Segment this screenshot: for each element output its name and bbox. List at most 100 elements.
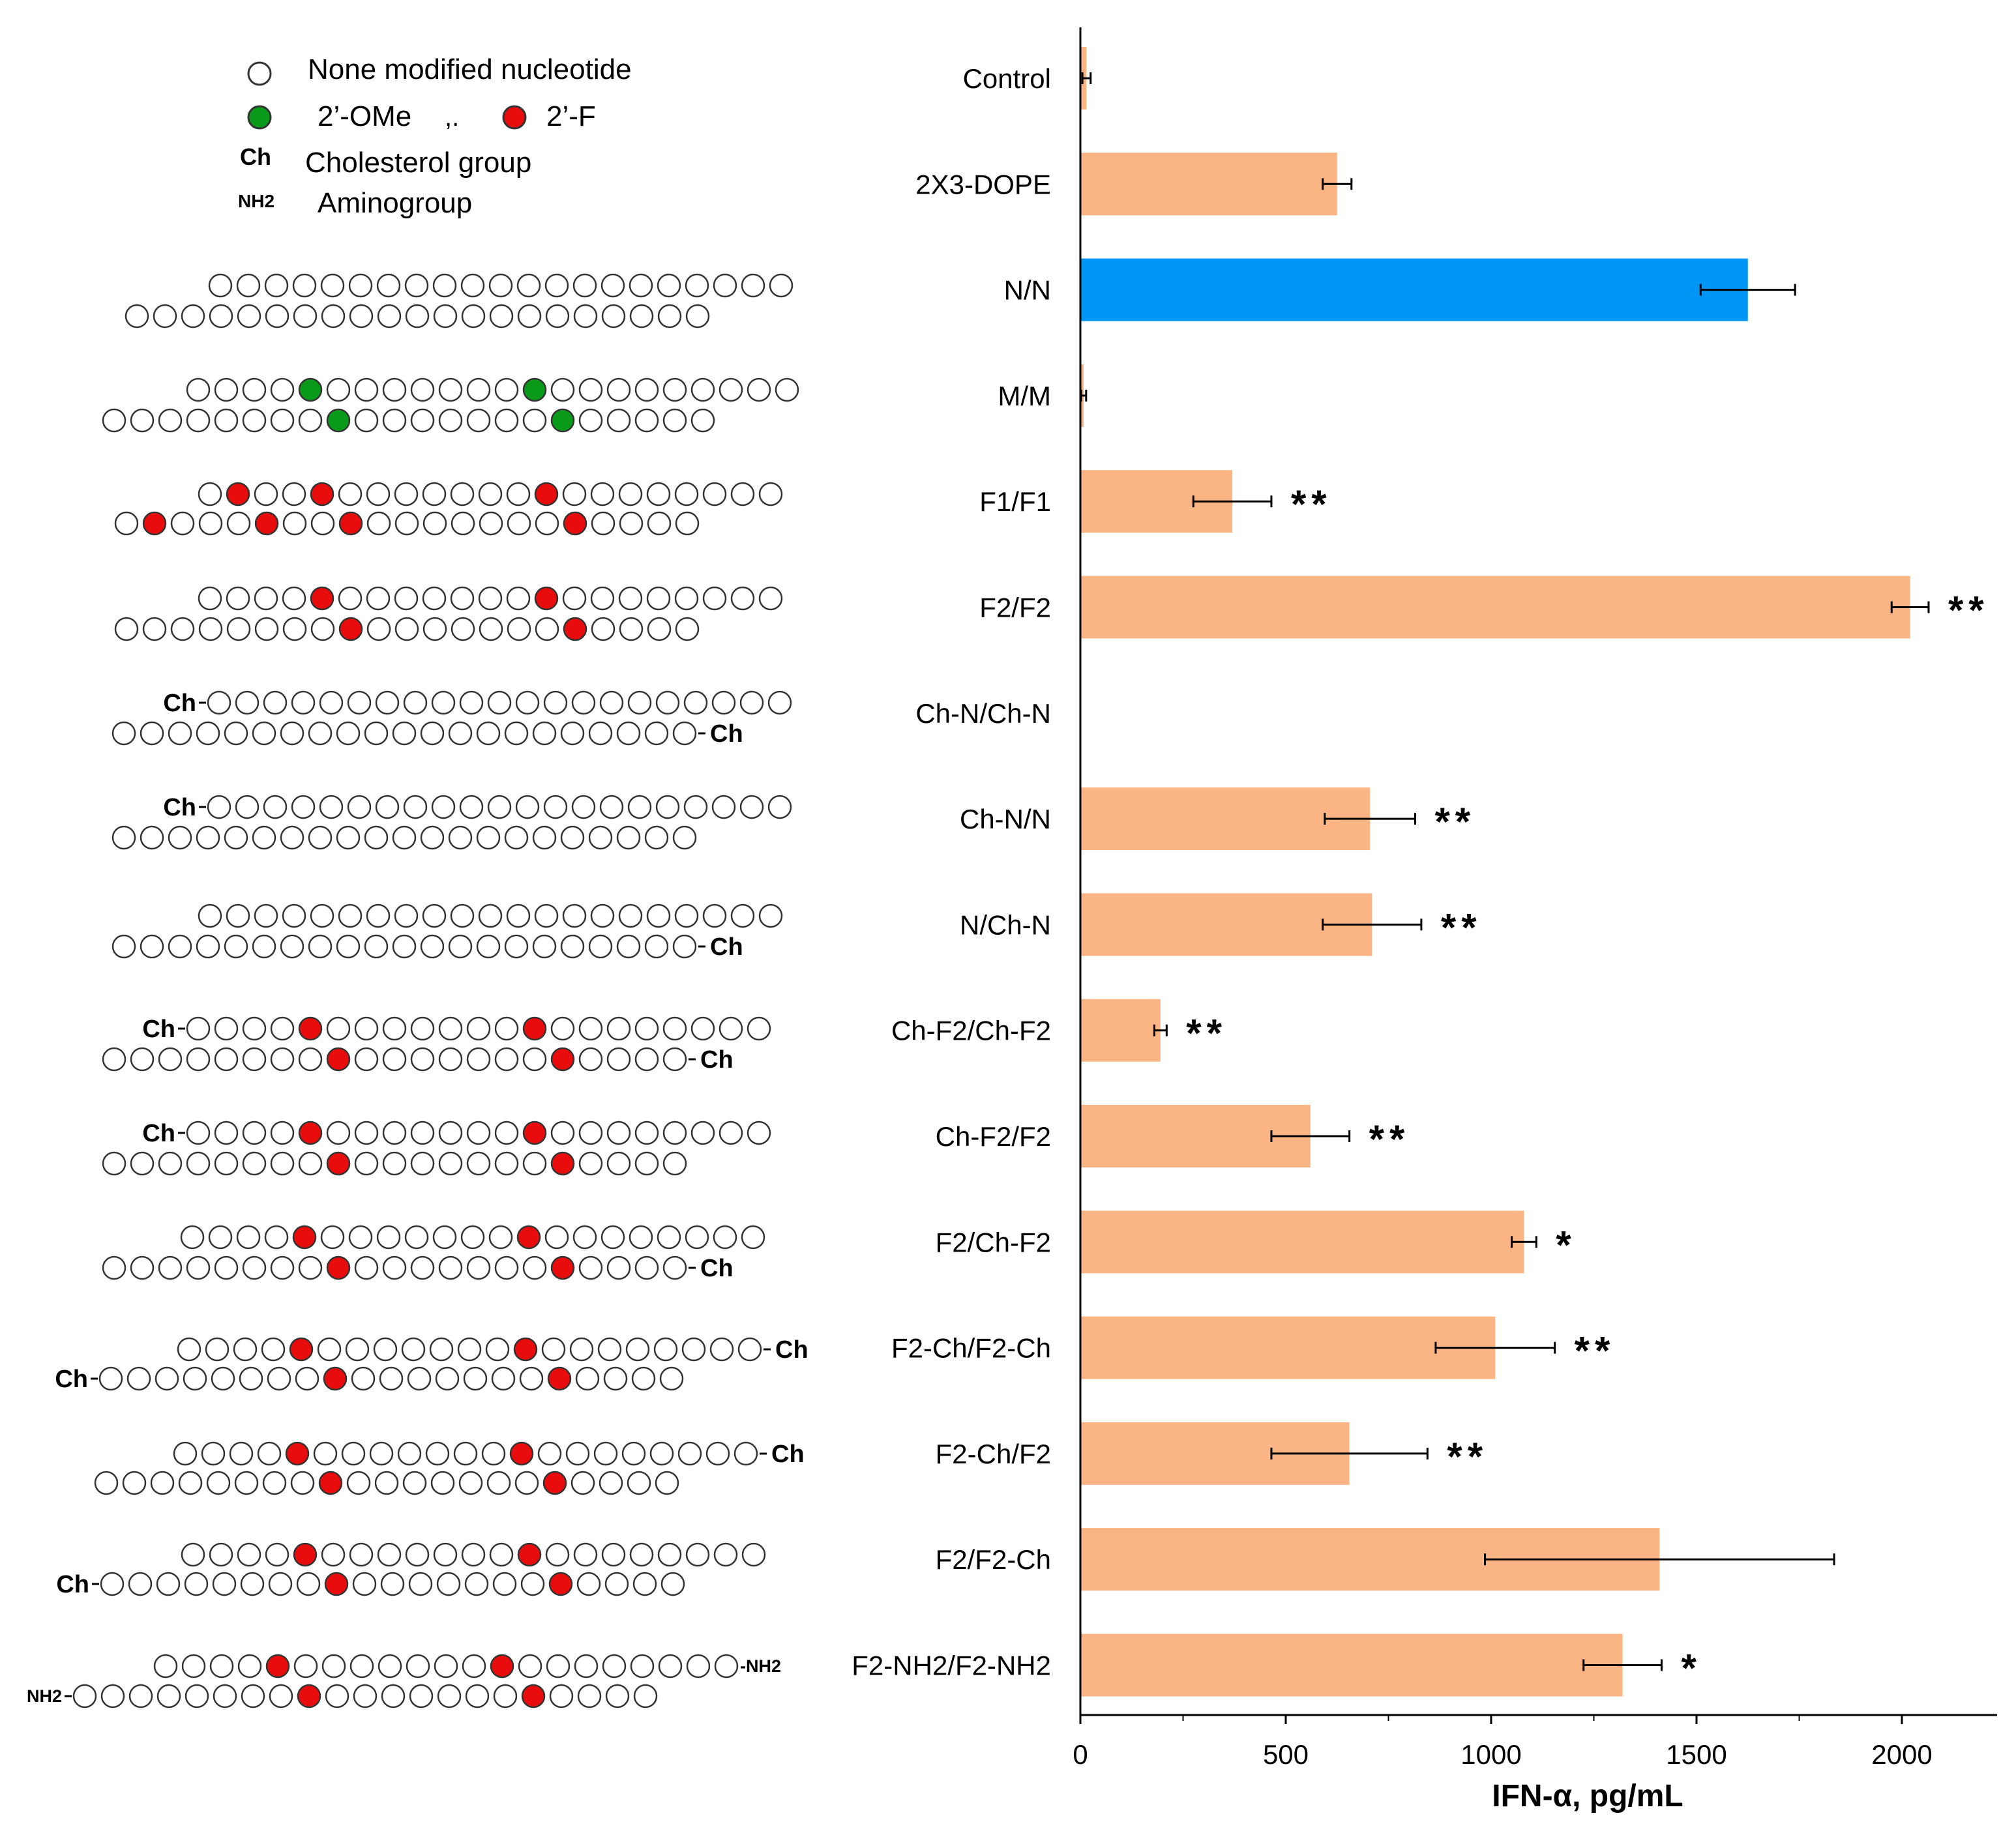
nucleotide [476, 825, 501, 850]
nucleotide [382, 1016, 407, 1041]
nucleotide [459, 795, 484, 819]
nucleotide [685, 304, 710, 329]
nucleotide [522, 1255, 547, 1280]
nucleotide [394, 903, 419, 928]
nucleotide [270, 1255, 295, 1280]
nucleotide [634, 1047, 659, 1072]
nucleotide [130, 1047, 155, 1072]
nucleotide [466, 1016, 491, 1041]
nucleotide [438, 1121, 463, 1145]
strand: Ch [142, 1120, 771, 1147]
fluoro-nucleotide [550, 1047, 575, 1072]
nucleotide [593, 1441, 618, 1466]
nucleotide [207, 795, 231, 819]
significance-mark: ** [1447, 1435, 1488, 1478]
nucleotide [543, 795, 568, 819]
nucleotide [213, 1684, 237, 1708]
nucleotide [672, 934, 697, 959]
nucleotide [734, 1441, 758, 1466]
strand: Ch [111, 720, 743, 748]
nucleotide [321, 304, 346, 329]
nucleotide [466, 1047, 491, 1072]
significance-mark: ** [1441, 905, 1482, 949]
duplex [114, 482, 783, 536]
cholesterol-label: Ch [700, 1046, 734, 1074]
legend-none-label: None modified nucleotide [308, 53, 632, 85]
nucleotide [486, 1471, 511, 1495]
nucleotide [351, 1366, 376, 1391]
nucleotide [522, 1047, 547, 1072]
nucleotide [627, 690, 652, 715]
nucleotide [504, 721, 529, 746]
duplex: Ch [102, 1120, 771, 1176]
nucleotide [535, 617, 559, 641]
nucleotide [534, 903, 559, 928]
nucleotide [72, 1684, 97, 1708]
nucleotide [578, 1016, 603, 1041]
nucleotide [321, 1542, 346, 1567]
nucleotide [653, 1337, 678, 1362]
nucleotide [690, 408, 715, 433]
nucleotide [741, 273, 765, 298]
nucleotide [102, 1255, 126, 1280]
nucleotide [597, 1337, 622, 1362]
nucleotide [422, 617, 447, 641]
significance-mark: ** [1948, 589, 1989, 632]
nucleotide [111, 825, 136, 850]
strand: Ch [55, 1366, 684, 1393]
nucleotide [494, 1016, 519, 1041]
nucleotide [767, 795, 792, 819]
nucleotide [741, 1225, 765, 1250]
nucleotide [631, 1366, 656, 1391]
nucleotide [257, 1441, 282, 1466]
nucleotide [186, 1151, 211, 1176]
nucleotide [686, 1654, 711, 1679]
strand: Ch [142, 1016, 771, 1043]
nucleotide [662, 1047, 687, 1072]
nucleotide [657, 1542, 682, 1567]
x-tick-label: 2000 [1871, 1739, 1932, 1770]
nucleotide [406, 1654, 430, 1679]
nucleotide [229, 1441, 254, 1466]
nucleotide [616, 825, 641, 850]
nucleotide [392, 721, 417, 746]
nucleotide [578, 1047, 603, 1072]
nucleotide [102, 1047, 126, 1072]
strand: NH2 [27, 1684, 658, 1708]
nucleotide [709, 1337, 734, 1362]
x-tick-label: 1500 [1666, 1739, 1727, 1770]
fluoro-nucleotide [292, 1225, 317, 1250]
nucleotide [214, 1016, 239, 1041]
nucleotide [237, 1542, 261, 1567]
nucleotide [494, 1255, 519, 1280]
nucleotide [376, 273, 401, 298]
nucleotide [158, 1047, 183, 1072]
nucleotide [494, 1151, 519, 1176]
nucleotide [170, 511, 195, 536]
nucleotide [737, 1337, 762, 1362]
nucleotide [572, 1225, 597, 1250]
fluoro-nucleotide [226, 482, 250, 506]
nucleotide [380, 1572, 405, 1596]
nucleotide [758, 586, 783, 611]
fluoro-nucleotide [326, 1255, 351, 1280]
nucleotide [242, 1255, 267, 1280]
nucleotide [369, 1441, 394, 1466]
nucleotide [545, 1542, 570, 1567]
nucleotide [690, 1016, 715, 1041]
nucleotide [264, 1225, 289, 1250]
nucleotide [214, 1151, 239, 1176]
bar [1080, 999, 1161, 1062]
nucleotide [410, 1047, 435, 1072]
nucleotide [214, 1255, 239, 1280]
nucleotide [236, 1225, 261, 1250]
nucleotide [685, 1225, 709, 1250]
legend-fluoro-label: 2’-F [546, 100, 596, 132]
nucleotide [578, 1151, 603, 1176]
nucleotide [466, 377, 491, 402]
nucleotide [549, 1684, 574, 1708]
nucleotide [571, 1471, 595, 1495]
fluoro-nucleotide [513, 1337, 538, 1362]
fluoro-nucleotide [298, 1016, 323, 1041]
fluoro-nucleotide [310, 482, 334, 506]
